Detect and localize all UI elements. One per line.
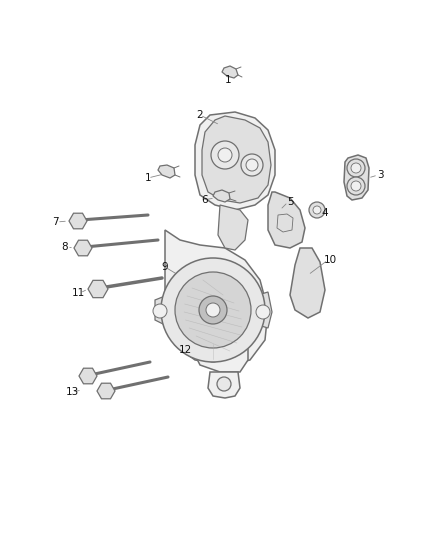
Text: 1: 1 <box>145 173 151 183</box>
Circle shape <box>351 181 361 191</box>
Circle shape <box>256 305 270 319</box>
Text: 10: 10 <box>323 255 336 265</box>
Polygon shape <box>195 112 275 210</box>
Circle shape <box>217 377 231 391</box>
Text: 6: 6 <box>201 195 208 205</box>
Circle shape <box>246 159 258 171</box>
Polygon shape <box>208 372 240 398</box>
Text: 3: 3 <box>377 170 383 180</box>
Polygon shape <box>290 248 325 318</box>
Polygon shape <box>277 214 293 232</box>
Polygon shape <box>344 155 369 200</box>
Text: 8: 8 <box>62 242 68 252</box>
Circle shape <box>347 177 365 195</box>
Circle shape <box>199 296 227 324</box>
Circle shape <box>175 272 251 348</box>
Polygon shape <box>268 192 305 248</box>
Text: 7: 7 <box>52 217 58 227</box>
Circle shape <box>241 154 263 176</box>
Circle shape <box>211 141 239 169</box>
Polygon shape <box>195 336 248 372</box>
Polygon shape <box>165 230 268 365</box>
Circle shape <box>161 258 265 362</box>
Text: 4: 4 <box>321 208 328 218</box>
Circle shape <box>347 159 365 177</box>
Text: 13: 13 <box>65 387 79 397</box>
Text: 9: 9 <box>162 262 168 272</box>
Text: 1: 1 <box>225 75 231 85</box>
Polygon shape <box>155 296 168 325</box>
Polygon shape <box>202 116 271 203</box>
Circle shape <box>313 206 321 214</box>
Polygon shape <box>258 292 272 328</box>
Polygon shape <box>175 285 252 358</box>
Circle shape <box>351 163 361 173</box>
Circle shape <box>309 202 325 218</box>
Circle shape <box>205 346 221 362</box>
Polygon shape <box>222 66 238 78</box>
Polygon shape <box>218 205 248 250</box>
Circle shape <box>153 304 167 318</box>
Text: 12: 12 <box>178 345 192 355</box>
Polygon shape <box>158 165 175 178</box>
Circle shape <box>218 148 232 162</box>
Text: 2: 2 <box>197 110 203 120</box>
Circle shape <box>206 303 220 317</box>
Polygon shape <box>213 190 230 202</box>
Text: 11: 11 <box>71 288 85 298</box>
Text: 5: 5 <box>287 197 293 207</box>
